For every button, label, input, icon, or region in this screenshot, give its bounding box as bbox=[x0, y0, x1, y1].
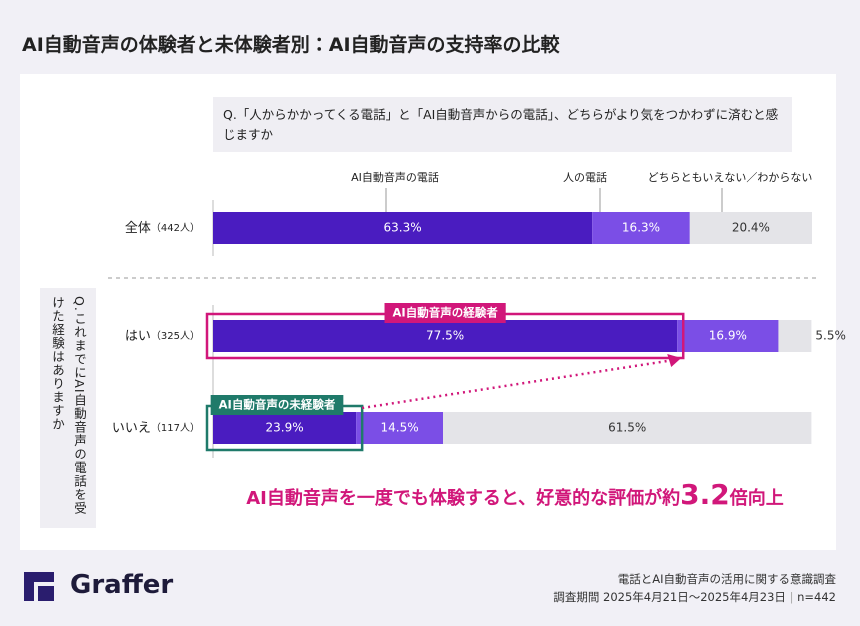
value-label: 61.5% bbox=[608, 421, 646, 435]
survey-meta: 調査期間 2025年4月21日～2025年4月23日 | n=442 bbox=[553, 590, 836, 604]
bar-segment bbox=[443, 412, 812, 444]
category-name: 全体 bbox=[125, 221, 151, 236]
value-label: 63.3% bbox=[384, 221, 422, 235]
bar-segment bbox=[213, 412, 357, 444]
bar-segment bbox=[689, 212, 812, 244]
category-label: いいえ（117人） bbox=[112, 421, 200, 436]
logo: Graffer bbox=[70, 570, 174, 600]
value-label: 5.5% bbox=[815, 329, 846, 343]
conclusion-suffix: 倍向上 bbox=[729, 488, 784, 509]
legend-label: 人の電話 bbox=[563, 171, 607, 184]
arrow-head bbox=[667, 354, 682, 367]
callout-label: AI自動音声の未経験者 bbox=[219, 398, 336, 412]
logo-icon bbox=[24, 572, 54, 601]
category-note: （117人） bbox=[151, 422, 200, 434]
value-label: 16.9% bbox=[709, 329, 747, 343]
category-label: 全体（442人） bbox=[125, 221, 200, 236]
arrow-line bbox=[361, 359, 668, 410]
value-label: 14.5% bbox=[381, 421, 419, 435]
value-label: 23.9% bbox=[266, 421, 304, 435]
bar-segment bbox=[592, 212, 690, 244]
value-label: 16.3% bbox=[622, 221, 660, 235]
category-note: （325人） bbox=[151, 330, 200, 342]
bar-segment bbox=[677, 320, 779, 352]
value-label: 77.5% bbox=[426, 329, 464, 343]
conclusion: AI自動音声を一度でも体験すると、好意的な評価が約3.2倍向上 bbox=[210, 478, 820, 511]
category-label: はい（325人） bbox=[125, 329, 200, 344]
bar-segment bbox=[778, 320, 812, 352]
chart-title: AI自動音声の体験者と未体験者別：AI自動音声の支持率の比較 bbox=[22, 34, 560, 56]
callout-tag bbox=[210, 395, 344, 415]
category-name: はい bbox=[125, 329, 151, 344]
category-note: （442人） bbox=[151, 222, 200, 234]
bar-segment bbox=[213, 320, 678, 352]
conclusion-value: 3.2 bbox=[680, 478, 730, 511]
footer: 電話とAI自動音声の活用に関する意識調査 調査期間 2025年4月21日～202… bbox=[553, 570, 836, 606]
callout-tag bbox=[384, 303, 506, 323]
callout-label: AI自動音声の経験者 bbox=[393, 306, 499, 320]
conclusion-prefix: AI自動音声を一度でも体験すると、好意的な評価が約 bbox=[246, 488, 681, 509]
value-label: 20.4% bbox=[732, 221, 770, 235]
legend-label: AI自動音声の電話 bbox=[351, 170, 439, 184]
category-name: いいえ bbox=[112, 421, 151, 436]
bar-segment bbox=[356, 412, 444, 444]
bar-segment bbox=[213, 212, 593, 244]
survey-period: 調査期間 2025年4月21日～2025年4月23日 bbox=[553, 590, 786, 604]
sample-size: n=442 bbox=[797, 590, 836, 604]
question: Q.「人からかかってくる電話」と「AI自動音声からの電話」、どちらがより気をつか… bbox=[213, 97, 792, 152]
side-question: Q.これまでにAI自動音声の電話を受けた経験はありますか bbox=[40, 288, 96, 528]
survey-name: 電話とAI自動音声の活用に関する意識調査 bbox=[617, 572, 836, 586]
legend-label: どちらともいえない／わからない bbox=[648, 171, 813, 184]
